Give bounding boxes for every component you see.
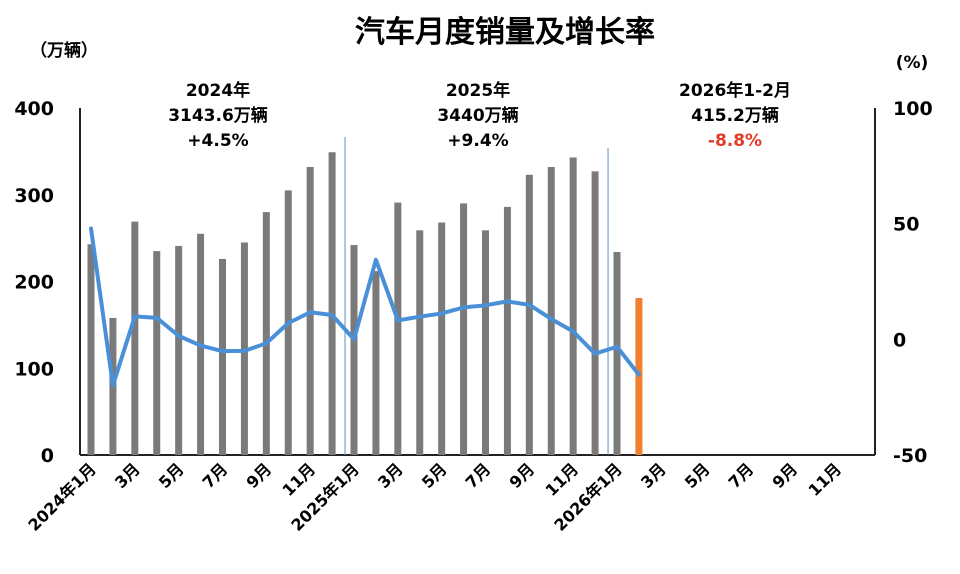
annotation-2024-growth: +4.5% bbox=[187, 131, 248, 151]
bar bbox=[372, 271, 380, 455]
growth-point bbox=[330, 313, 334, 317]
growth-point bbox=[571, 329, 575, 333]
chart-title: 汽车月度销量及增长率 bbox=[355, 15, 655, 50]
bar bbox=[438, 222, 446, 455]
x-tick-label: 11月 bbox=[541, 459, 582, 500]
left-axis-ticks: 0 100 200 300 400 bbox=[14, 98, 54, 467]
x-tick-label: 7月 bbox=[725, 459, 758, 492]
growth-point bbox=[177, 334, 181, 338]
x-tick-label: 9月 bbox=[769, 459, 802, 492]
growth-point bbox=[505, 299, 509, 303]
growth-line bbox=[89, 226, 641, 388]
growth-point bbox=[593, 352, 597, 356]
bar bbox=[569, 157, 577, 455]
annotation-2026: 2026年1-2月 415.2万辆 -8.8% bbox=[679, 80, 791, 151]
growth-point bbox=[484, 303, 487, 307]
bar bbox=[613, 252, 621, 455]
growth-point bbox=[308, 310, 312, 314]
annotation-2025-growth: +9.4% bbox=[447, 131, 508, 151]
bar bbox=[219, 258, 226, 455]
growth-point bbox=[133, 314, 137, 318]
growth-point bbox=[111, 383, 115, 387]
growth-point bbox=[242, 349, 246, 353]
bar bbox=[153, 251, 161, 455]
left-axis-unit: （万辆） bbox=[30, 40, 98, 61]
right-axis-ticks: -50 0 50 100 bbox=[893, 98, 933, 467]
annotation-2024: 2024年 3143.6万辆 +4.5% bbox=[168, 80, 268, 151]
x-tick-label: 11月 bbox=[804, 459, 845, 500]
left-tick-label: 0 bbox=[41, 445, 54, 467]
right-tick-label: -50 bbox=[893, 445, 927, 467]
x-tick-label: 7月 bbox=[199, 459, 232, 492]
bar bbox=[175, 245, 183, 455]
bar bbox=[394, 202, 402, 455]
bar bbox=[350, 245, 358, 455]
growth-point bbox=[286, 321, 290, 325]
growth-point bbox=[155, 316, 159, 320]
growth-point bbox=[199, 344, 203, 348]
growth-line-series bbox=[89, 226, 641, 388]
x-tick-label: 9月 bbox=[243, 459, 276, 492]
bar bbox=[482, 230, 489, 455]
right-tick-label: 50 bbox=[893, 214, 919, 236]
growth-point bbox=[549, 317, 553, 321]
bar bbox=[547, 166, 555, 456]
annotation-2025-total: 3440万辆 bbox=[437, 105, 518, 126]
x-tick-label: 5月 bbox=[418, 459, 451, 492]
bar bbox=[416, 230, 424, 455]
right-tick-label: 100 bbox=[893, 98, 933, 120]
annotation-2026-label: 2026年1-2月 bbox=[679, 80, 791, 101]
growth-point bbox=[221, 349, 224, 353]
growth-point bbox=[89, 227, 93, 231]
x-tick-label: 2024年1月 bbox=[24, 459, 99, 534]
annotation-2026-growth: -8.8% bbox=[708, 131, 762, 151]
annotation-2025-label: 2025年 bbox=[446, 80, 510, 101]
growth-point bbox=[396, 318, 400, 322]
bar bbox=[240, 242, 248, 455]
left-tick-label: 300 bbox=[14, 185, 54, 207]
x-tick-label: 9月 bbox=[506, 459, 539, 492]
x-tick-label: 3月 bbox=[111, 459, 144, 492]
x-tick-label: 11月 bbox=[278, 459, 319, 500]
year-separators bbox=[344, 137, 609, 455]
annotation-2024-label: 2024年 bbox=[186, 80, 250, 101]
x-tick-label: 3月 bbox=[637, 459, 670, 492]
right-tick-label: 0 bbox=[893, 329, 906, 351]
growth-point bbox=[418, 315, 422, 319]
growth-point bbox=[374, 258, 378, 262]
right-axis-unit: (%) bbox=[896, 53, 929, 73]
bar bbox=[328, 152, 336, 455]
left-tick-label: 200 bbox=[14, 272, 54, 294]
bar bbox=[525, 174, 533, 456]
annotation-2025: 2025年 3440万辆 +9.4% bbox=[437, 80, 518, 151]
growth-point bbox=[462, 305, 466, 309]
bar bbox=[591, 171, 599, 455]
annotation-2026-total: 415.2万辆 bbox=[691, 105, 779, 126]
growth-point bbox=[352, 337, 356, 341]
bar bbox=[87, 244, 95, 455]
growth-point bbox=[637, 373, 641, 377]
bar bbox=[503, 206, 511, 455]
x-tick-label: 5月 bbox=[155, 459, 188, 492]
growth-point bbox=[264, 341, 268, 345]
growth-point bbox=[527, 303, 531, 307]
x-tick-label: 7月 bbox=[462, 459, 495, 492]
bar bbox=[262, 212, 270, 455]
growth-point bbox=[440, 311, 444, 315]
annotation-2024-total: 3143.6万辆 bbox=[168, 105, 268, 126]
growth-point bbox=[615, 345, 619, 349]
left-tick-label: 100 bbox=[14, 358, 54, 380]
bar bbox=[460, 203, 468, 455]
x-tick-label: 3月 bbox=[374, 459, 407, 492]
bar bbox=[131, 221, 139, 455]
left-tick-label: 400 bbox=[14, 98, 54, 120]
x-tick-label: 5月 bbox=[681, 459, 714, 492]
